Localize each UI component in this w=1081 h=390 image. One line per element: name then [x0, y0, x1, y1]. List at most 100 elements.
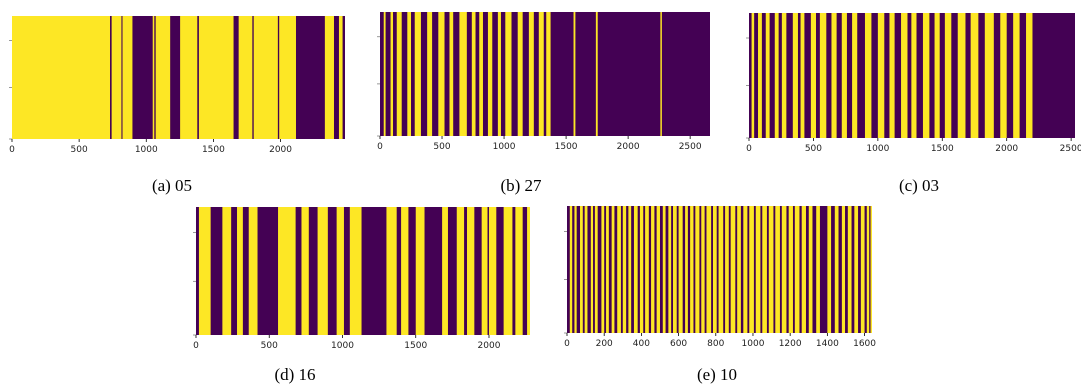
- heatmap-band-e-48: [858, 206, 861, 333]
- x-tick-label-d-0: 0: [193, 341, 199, 351]
- heatmap-band-b-13: [500, 12, 506, 136]
- heatmap-band-c-5: [786, 13, 793, 138]
- heatmap-band-c-15: [894, 13, 902, 138]
- heatmap-background-c: [749, 13, 1075, 138]
- panel-b: 0 500 1000 1500 2000 2500 (b) 27: [370, 0, 730, 200]
- x-tick-label-a-1: 500: [71, 145, 88, 155]
- heatmap-band-e-24: [699, 206, 702, 333]
- x-tick-label-e-7: 1400: [816, 339, 839, 349]
- heatmap-band-c-24: [1006, 13, 1014, 138]
- heatmap-band-d-8: [343, 207, 350, 335]
- heatmap-band-d-1: [210, 207, 223, 335]
- heatmap-band-e-34: [760, 206, 763, 333]
- heatmap-band-d-7: [327, 207, 337, 335]
- heatmap-band-c-18: [929, 13, 935, 138]
- heatmap-band-a-6: [233, 16, 239, 139]
- heatmap-band-a-3: [154, 16, 156, 139]
- heatmap-band-c-2: [761, 13, 766, 138]
- heatmap-band-d-11: [408, 207, 416, 335]
- heatmap-band-e-45: [838, 206, 842, 333]
- x-tick-label-b-4: 2000: [617, 142, 640, 152]
- heatmap-band-c-12: [857, 13, 865, 138]
- heatmap-band-e-42: [812, 206, 817, 333]
- heatmap-band-c-23: [993, 13, 1001, 138]
- x-tick-label-b-0: 0: [377, 142, 383, 152]
- caption-c: (c) 03: [898, 176, 940, 195]
- heatmap-band-a-9: [295, 16, 325, 139]
- x-tick-label-e-8: 1600: [853, 339, 876, 349]
- heatmap-band-e-15: [648, 206, 652, 333]
- heatmap-band-e-7: [604, 206, 607, 333]
- caption-d: (d) 16: [274, 365, 316, 384]
- x-tick-label-a-0: 0: [9, 145, 15, 155]
- heatmap-band-b-9: [466, 12, 472, 136]
- heatmap-band-b-4: [411, 12, 415, 136]
- heatmap-band-c-4: [778, 13, 782, 138]
- heatmap-band-c-25: [1019, 13, 1027, 138]
- x-tick-label-b-2: 1000: [493, 142, 516, 152]
- heatmap-band-e-37: [779, 206, 782, 333]
- heatmap-band-c-21: [965, 13, 971, 138]
- heatmap-band-b-16: [533, 12, 539, 136]
- panel-e: 0 200 400 600 800 1000 1200 1400 1600 (e) 10: [560, 205, 880, 390]
- heatmap-band-b-3: [401, 12, 408, 136]
- x-tick-label-c-1: 500: [805, 144, 822, 154]
- heatmap-band-e-6: [597, 206, 602, 333]
- heatmap-band-e-32: [747, 206, 750, 333]
- heatmap-band-a-8: [277, 16, 280, 139]
- heatmap-band-c-7: [804, 13, 811, 138]
- heatmap-band-b-11: [482, 12, 488, 136]
- heatmap-band-b-17: [543, 12, 547, 136]
- heatmap-band-e-27: [716, 206, 719, 333]
- heatmap-band-b-6: [432, 12, 439, 136]
- x-tick-label-c-4: 2000: [995, 144, 1018, 154]
- heatmap-band-e-9: [614, 206, 618, 333]
- x-tick-label-a-2: 1000: [135, 145, 158, 155]
- heatmap-band-c-14: [884, 13, 890, 138]
- heatmap-band-e-21: [682, 206, 686, 333]
- heatmap-band-e-16: [654, 206, 657, 333]
- heatmap-band-b-14: [511, 12, 518, 136]
- heatmap-band-d-16: [487, 207, 489, 335]
- heatmap-band-b-21: [661, 12, 710, 136]
- heatmap-band-e-46: [845, 206, 848, 333]
- heatmap-band-d-19: [522, 207, 528, 335]
- heatmap-band-d-13: [447, 207, 457, 335]
- heatmap-band-e-44: [831, 206, 835, 333]
- heatmap-band-b-8: [453, 12, 460, 136]
- heatmap-band-c-0: [749, 13, 752, 138]
- heatmap-band-d-0: [196, 207, 199, 335]
- heatmap-band-a-10: [333, 16, 339, 139]
- chart-d: 0 500 1000 1500 2000: [193, 207, 530, 351]
- heatmap-band-e-18: [665, 206, 669, 333]
- chart-a: 0 500 1000 1500 2000: [9, 16, 345, 155]
- heatmap-band-c-17: [916, 13, 923, 138]
- x-tick-label-c-0: 0: [746, 144, 752, 154]
- heatmap-band-b-1: [385, 12, 391, 136]
- heatmap-band-e-40: [799, 206, 802, 333]
- heatmap-band-a-4: [170, 16, 181, 139]
- heatmap-band-b-20: [597, 12, 661, 136]
- x-tick-label-a-3: 1500: [202, 145, 225, 155]
- heatmap-band-e-43: [819, 206, 828, 333]
- x-tick-label-d-4: 2000: [478, 341, 501, 351]
- heatmap-band-c-26: [1032, 13, 1075, 138]
- heatmap-band-c-13: [871, 13, 878, 138]
- heatmap-band-b-18: [550, 12, 574, 136]
- heatmap-band-c-9: [826, 13, 832, 138]
- x-tick-label-d-3: 1500: [404, 341, 427, 351]
- x-tick-label-a-4: 2000: [269, 145, 292, 155]
- heatmap-band-e-2: [576, 206, 581, 333]
- heatmap-band-d-9: [361, 207, 387, 335]
- x-tick-label-e-4: 800: [707, 339, 724, 349]
- heatmap-band-e-30: [735, 206, 738, 333]
- heatmap-band-b-2: [393, 12, 397, 136]
- heatmap-band-d-3: [242, 207, 249, 335]
- heatmap-band-a-5: [197, 16, 199, 139]
- heatmap-band-e-39: [792, 206, 795, 333]
- heatmap-band-e-33: [753, 206, 756, 333]
- caption-b: (b) 27: [500, 176, 542, 195]
- x-tick-label-c-3: 1500: [931, 144, 954, 154]
- caption-e: (e) 10: [696, 365, 738, 384]
- heatmap-band-c-1: [754, 13, 759, 138]
